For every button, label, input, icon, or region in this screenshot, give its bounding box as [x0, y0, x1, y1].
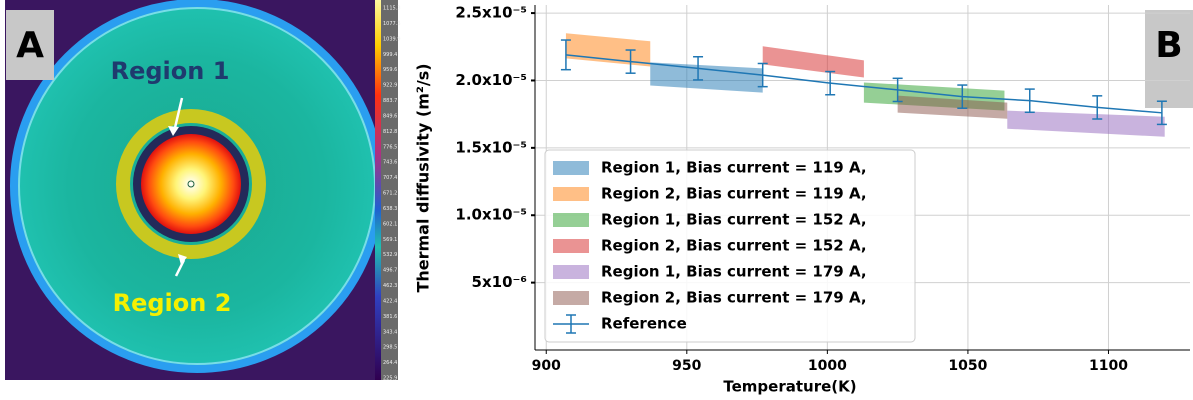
colorbar-label: 225.9 [383, 376, 397, 382]
legend-label: Region 1, Bias current = 119 A, [601, 159, 867, 177]
legend-swatch [553, 239, 589, 253]
error-bar [625, 49, 636, 74]
legend-label: Reference [601, 315, 687, 333]
legend-label: Region 1, Bias current = 179 A, [601, 263, 867, 281]
x-axis-label: Temperature(K) [723, 378, 856, 396]
colorbar-label: 532.9 [383, 252, 397, 258]
region-label: Region 2 [113, 289, 232, 317]
colorbar-label: 462.3 [383, 283, 397, 289]
colorbar-label: 849.6 [383, 113, 397, 119]
colorbar-label: 883.7 [383, 98, 397, 104]
colorbar-label: 959.6 [383, 67, 397, 73]
error-bar [560, 39, 571, 71]
colorbar-label: 264.4 [383, 360, 397, 366]
y-tick-label: 5x10⁻⁶ [472, 273, 527, 291]
legend-swatch [553, 213, 589, 227]
legend-label: Region 2, Bias current = 119 A, [601, 185, 867, 203]
x-tick-label: 900 [532, 358, 561, 374]
error-bar [1156, 100, 1167, 126]
thermal-image: A Region 1 Region 2 [5, 0, 398, 380]
y-axis-label: Thermal diffusivity (m²/s) [414, 63, 433, 292]
band [650, 62, 763, 93]
band [762, 46, 864, 78]
colorbar-label: 812.8 [383, 129, 397, 135]
band [1007, 110, 1165, 137]
colorbar-label: 496.7 [383, 268, 397, 274]
colorbar-label: 671.2 [383, 191, 397, 197]
error-bar [957, 84, 968, 109]
colorbar-label: 638.3 [383, 206, 397, 212]
legend-label: Region 2, Bias current = 152 A, [601, 237, 867, 255]
reference-line [565, 54, 1162, 114]
band [897, 95, 1008, 119]
error-bar [757, 62, 768, 88]
error-bar [1024, 88, 1035, 114]
x-tick-label: 1000 [808, 358, 847, 374]
legend-swatch [553, 161, 589, 175]
colorbar-label: 1039.9 [383, 36, 401, 42]
colorbar-label: 922.9 [383, 83, 397, 89]
x-tick-label: 1100 [1089, 358, 1128, 374]
panel-label-box [1145, 10, 1193, 108]
band [565, 33, 651, 67]
panel-label: A [16, 25, 44, 66]
legend-label: Region 2, Bias current = 179 A, [601, 289, 867, 307]
colorbar-label: 422.4 [383, 298, 397, 304]
error-bar [892, 77, 903, 103]
colorbar-label: 1077.3 [383, 21, 401, 27]
y-tick-label: 2.5x10⁻⁵ [455, 4, 527, 22]
y-tick-label: 1.0x10⁻⁵ [455, 206, 527, 224]
panel-label: B [1155, 25, 1182, 66]
error-bar [825, 70, 836, 96]
error-bar [693, 56, 704, 81]
region-label: Region 1 [111, 57, 230, 85]
legend-swatch [553, 291, 589, 305]
colorbar-label: 999.4 [383, 52, 397, 58]
y-tick-label: 1.5x10⁻⁵ [455, 138, 527, 156]
colorbar-label: 602.1 [383, 221, 397, 227]
colorbar-label: 776.5 [383, 144, 397, 150]
x-tick-label: 1050 [948, 358, 987, 374]
colorbar-label: 381.6 [383, 314, 397, 320]
colorbar-label: 569.1 [383, 237, 397, 243]
legend-box [544, 149, 916, 343]
colorbar-label: 743.6 [383, 160, 397, 166]
colorbar-label: 707.4 [383, 175, 397, 181]
colorbar-label: 298.5 [383, 345, 397, 351]
x-tick-label: 950 [672, 358, 701, 374]
colorbar-label: 343.4 [383, 329, 397, 335]
legend-swatch [553, 265, 589, 279]
colorbar-label: 1115.3 [383, 6, 401, 12]
legend-swatch [553, 187, 589, 201]
legend-label: Region 1, Bias current = 152 A, [601, 211, 867, 229]
error-bar [1092, 95, 1103, 120]
y-tick-label: 2.0x10⁻⁵ [455, 71, 527, 89]
